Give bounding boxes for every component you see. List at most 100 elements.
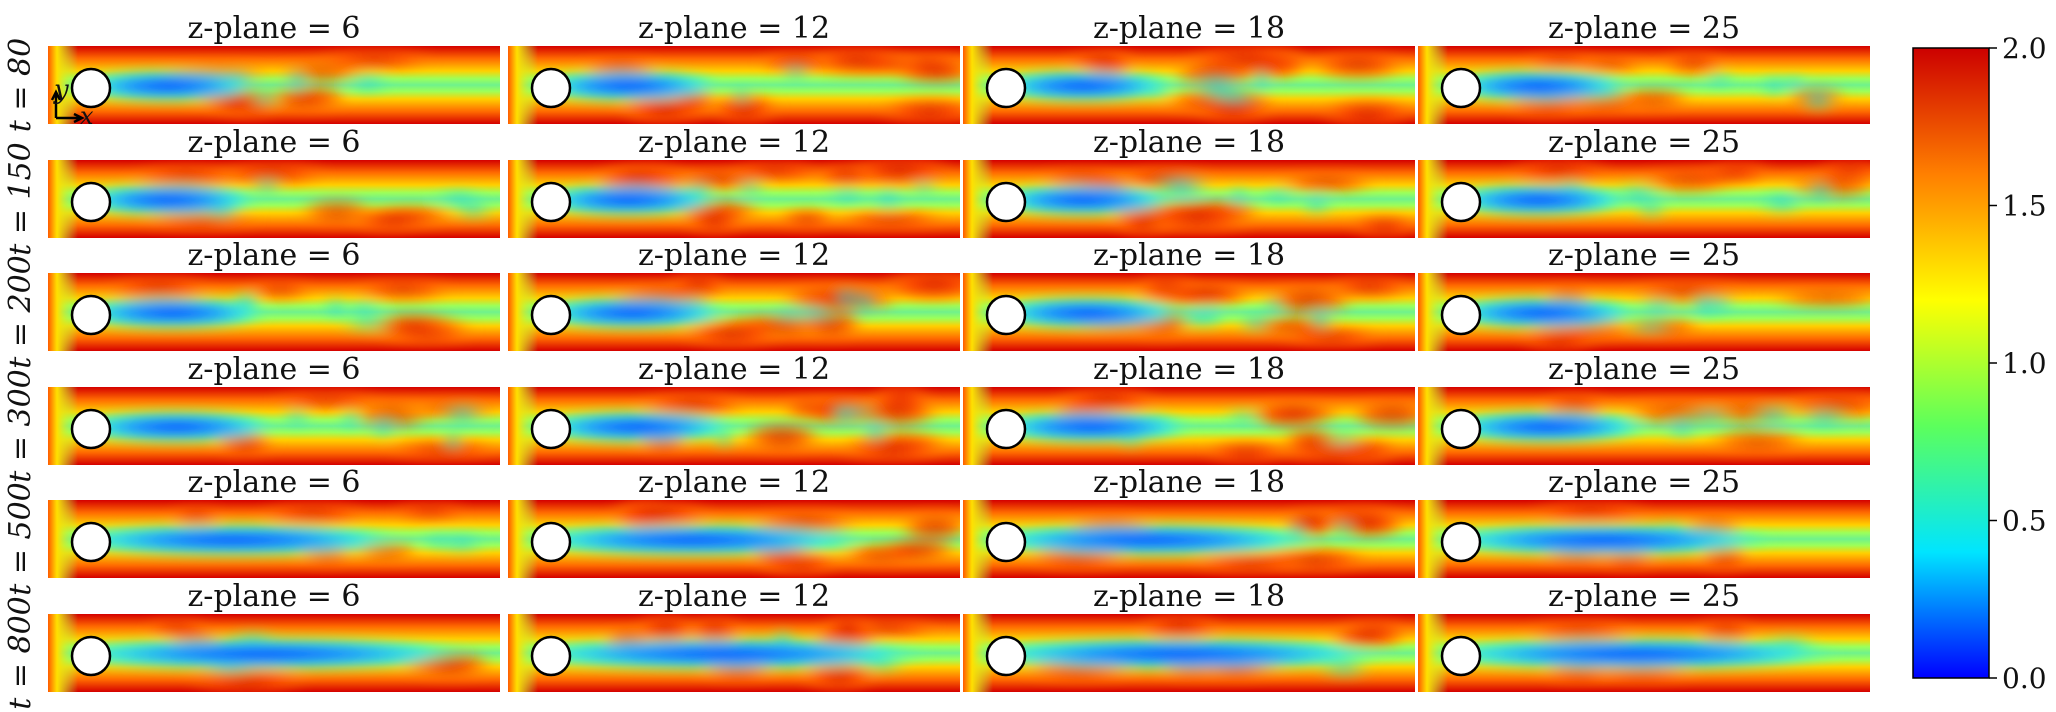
- cylinder: [1440, 408, 1482, 450]
- panel-title: z-plane = 18: [1093, 238, 1285, 273]
- x-axis-glyph: x: [80, 102, 94, 130]
- panel-title: z-plane = 12: [638, 465, 830, 500]
- panel-r5-c3: z-plane = 18: [963, 465, 1415, 578]
- panel-r2-c4: z-plane = 25: [1418, 125, 1870, 238]
- wake-region: [512, 638, 936, 670]
- wake-region: [73, 70, 263, 102]
- cylinder: [530, 635, 572, 677]
- colorbar-tick-label: 1.0: [2002, 347, 2047, 380]
- cylinder: [1440, 521, 1482, 563]
- panel-r3-c2: z-plane = 12: [508, 238, 960, 351]
- colorbar: 0.0 0.5 1.0 1.5 2.0: [1912, 32, 2047, 695]
- wake-region: [519, 524, 868, 556]
- wake-region: [967, 638, 1391, 670]
- panel-r1-c2: z-plane = 12: [508, 11, 960, 124]
- wake-region: [1442, 297, 1642, 329]
- panel-title: z-plane = 12: [638, 11, 830, 46]
- wake-region: [1443, 70, 1633, 102]
- panel-r1-c3: z-plane = 18: [963, 11, 1415, 124]
- cylinder: [985, 635, 1027, 677]
- panel-r4-c2: z-plane = 12: [508, 352, 960, 465]
- panel-title: z-plane = 12: [638, 579, 830, 614]
- panel-title: z-plane = 18: [1093, 465, 1285, 500]
- panel-title: z-plane = 12: [638, 125, 830, 160]
- cylinder: [70, 294, 112, 336]
- colorbar-tick-label: 1.5: [2002, 190, 2047, 223]
- panel-title: z-plane = 25: [1548, 238, 1740, 273]
- panel-title: z-plane = 6: [188, 579, 361, 614]
- cylinder: [70, 408, 112, 450]
- cylinder: [70, 521, 112, 563]
- cylinder: [1440, 181, 1482, 223]
- wake-region: [532, 411, 741, 443]
- panel-title: z-plane = 6: [188, 11, 361, 46]
- cylinder: [530, 181, 572, 223]
- cylinder: [70, 635, 112, 677]
- panel-grid: z-plane = 6 z-plane = 12 z-plane = 18 z-pla…: [48, 11, 1870, 692]
- wake-region: [59, 524, 408, 556]
- wake-region: [987, 411, 1196, 443]
- panel-title: z-plane = 18: [1093, 579, 1285, 614]
- panel-title: z-plane = 6: [188, 125, 361, 160]
- cylinder: [530, 294, 572, 336]
- colorbar-tick-label: 0.0: [2002, 662, 2047, 695]
- cylinder: [530, 408, 572, 450]
- time-label: t = 300: [3, 369, 38, 483]
- cylinder: [70, 67, 112, 109]
- panel-r5-c2: z-plane = 12: [508, 465, 960, 578]
- panel-title: z-plane = 6: [188, 465, 361, 500]
- cylinder: [985, 67, 1027, 109]
- panel-title: z-plane = 18: [1093, 352, 1285, 387]
- panel-r4-c3: z-plane = 18: [963, 352, 1415, 465]
- wake-region: [72, 411, 281, 443]
- panel-r4-c4: z-plane = 25: [1418, 352, 1870, 465]
- colorbar-tick-label: 0.5: [2002, 505, 2047, 538]
- wake-region: [533, 184, 723, 216]
- wake-region: [1443, 184, 1633, 216]
- panel-title: z-plane = 25: [1548, 125, 1740, 160]
- cylinder: [1440, 635, 1482, 677]
- colorbar-ticks: 0.0 0.5 1.0 1.5 2.0: [1989, 32, 2047, 695]
- panel-title: z-plane = 6: [188, 238, 361, 273]
- wake-region: [1422, 638, 1846, 670]
- wake-region: [974, 524, 1323, 556]
- time-label: t = 80: [3, 38, 38, 132]
- wake-region: [988, 184, 1178, 216]
- time-label: t = 150: [3, 142, 38, 256]
- cylinder: [985, 294, 1027, 336]
- axis-glyph: y x: [50, 75, 94, 130]
- panel-r6-c1: z-plane = 6: [48, 579, 500, 692]
- panel-title: z-plane = 6: [188, 352, 361, 387]
- x-axis-arrow: [56, 112, 85, 124]
- panel-r3-c3: z-plane = 18: [963, 238, 1415, 351]
- cylinder: [530, 521, 572, 563]
- cylinder: [1440, 67, 1482, 109]
- panel-r6-c3: z-plane = 18: [963, 579, 1415, 692]
- colorbar-gradient: [1912, 47, 1990, 679]
- cylinder: [985, 408, 1027, 450]
- panel-title: z-plane = 25: [1548, 465, 1740, 500]
- panel-r3-c1: z-plane = 6: [48, 238, 500, 351]
- wake-region: [1442, 411, 1651, 443]
- panel-r5-c1: z-plane = 6: [48, 465, 500, 578]
- colorbar-tick-label: 2.0: [2002, 32, 2047, 65]
- panel-r2-c2: z-plane = 12: [508, 125, 960, 238]
- wake-region: [533, 70, 723, 102]
- wake-region: [532, 297, 732, 329]
- wake-region: [52, 638, 476, 670]
- cylinder: [530, 67, 572, 109]
- panel-title: z-plane = 25: [1548, 579, 1740, 614]
- cylinder: [985, 521, 1027, 563]
- wake-region: [1429, 524, 1778, 556]
- panel-title: z-plane = 25: [1548, 11, 1740, 46]
- time-label: t = 200: [3, 255, 38, 369]
- panel-title: z-plane = 12: [638, 238, 830, 273]
- panel-title: z-plane = 18: [1093, 125, 1285, 160]
- wake-region: [72, 297, 272, 329]
- wake-region: [73, 184, 263, 216]
- panel-r1-c1: z-plane = 6: [48, 11, 500, 124]
- panel-r2-c3: z-plane = 18: [963, 125, 1415, 238]
- panel-title: z-plane = 18: [1093, 11, 1285, 46]
